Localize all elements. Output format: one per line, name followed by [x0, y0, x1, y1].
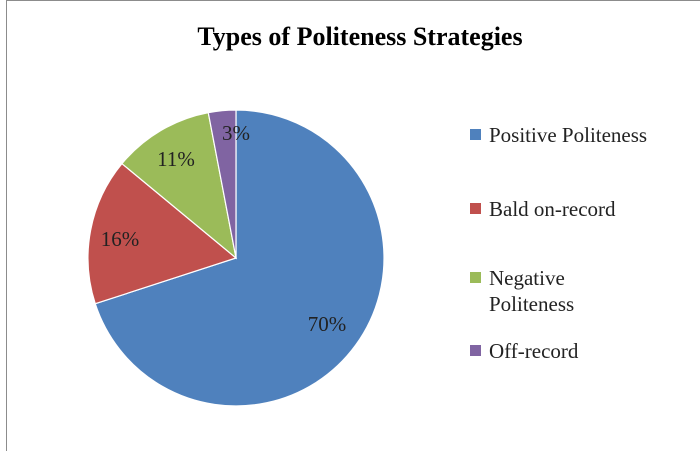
- legend-item-positive-politeness: Positive Politeness: [470, 122, 647, 148]
- legend-label: Positive Politeness: [489, 123, 648, 147]
- data-label: 16%: [101, 227, 140, 251]
- chart-title: Types of Politeness Strategies: [197, 22, 523, 51]
- legend-item-off-record: Off-record: [470, 338, 578, 364]
- data-label: 70%: [308, 312, 347, 336]
- legend-swatch: [470, 345, 481, 356]
- data-label: 3%: [222, 121, 250, 145]
- legend-label: Negative Politeness: [489, 266, 575, 316]
- legend-item-negative-politeness: Negative Politeness: [470, 265, 619, 317]
- pie-slice-negative-politeness: [121, 111, 237, 260]
- pie-slice-positive-politeness: [94, 109, 385, 407]
- data-label: 11%: [157, 147, 195, 171]
- legend-label: Off-record: [489, 339, 579, 363]
- chart-frame: [6, 0, 700, 451]
- legend-item-bald-on-record: Bald on-record: [470, 196, 616, 222]
- pie-slice-off-record: [207, 109, 237, 259]
- pie-slice-bald-on-record: [87, 162, 238, 305]
- legend-swatch: [470, 272, 481, 283]
- legend-swatch: [470, 129, 481, 140]
- legend-label: Bald on-record: [489, 197, 616, 221]
- legend-swatch: [470, 203, 481, 214]
